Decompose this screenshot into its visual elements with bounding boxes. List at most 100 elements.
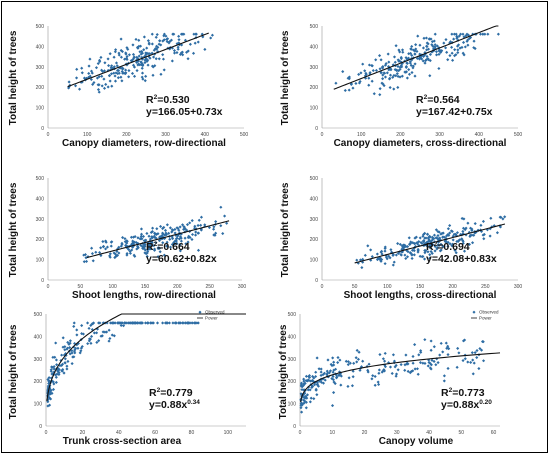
data-point — [416, 247, 420, 251]
x-tick-label: 200 — [396, 132, 405, 138]
data-point — [428, 74, 432, 78]
data-point — [80, 71, 84, 75]
fit-line — [46, 313, 246, 402]
data-point — [378, 353, 382, 357]
data-point — [107, 339, 111, 343]
data-point — [378, 93, 382, 97]
data-point — [177, 38, 181, 42]
y-tick-label: 100 — [310, 258, 319, 264]
data-point — [114, 48, 118, 52]
x-tick-label: 0 — [299, 430, 302, 436]
x-tick-label: 150 — [416, 284, 425, 290]
data-point — [306, 388, 310, 392]
y-tick-label: 200 — [310, 85, 319, 91]
data-point — [53, 355, 57, 359]
data-point — [379, 58, 383, 62]
data-point — [113, 79, 118, 83]
data-point — [336, 355, 340, 360]
data-point — [170, 242, 174, 246]
y-tick-label: 500 — [36, 176, 45, 182]
data-point — [360, 266, 364, 270]
data-point — [412, 253, 416, 257]
data-point — [161, 57, 165, 61]
data-point — [131, 52, 136, 57]
data-point — [396, 74, 400, 78]
data-point — [100, 84, 104, 88]
data-point — [471, 358, 475, 362]
data-point — [194, 32, 198, 36]
data-point — [106, 57, 110, 61]
data-point — [482, 237, 486, 241]
x-tick-label: 0 — [321, 132, 324, 138]
data-point — [87, 64, 91, 68]
data-point — [84, 259, 89, 263]
data-point — [378, 67, 382, 71]
data-point — [407, 68, 411, 72]
data-point — [414, 43, 418, 47]
y-tick-label: 500 — [310, 24, 319, 30]
data-point — [451, 58, 455, 62]
data-point — [190, 219, 194, 223]
data-point — [77, 87, 82, 91]
data-point — [119, 37, 123, 41]
chart-svg: 0 50 100 150 200 250 300 0 100 200 300 400 500 R2=0.6… — [8, 176, 246, 301]
data-point — [450, 45, 454, 49]
data-point — [456, 51, 460, 55]
data-point — [433, 244, 437, 249]
legend-marker-observed — [472, 310, 476, 314]
data-point — [377, 371, 381, 375]
data-point — [140, 66, 144, 70]
data-point — [95, 331, 99, 335]
data-point — [185, 223, 190, 227]
data-point — [90, 246, 94, 250]
data-point — [347, 376, 351, 380]
data-point — [55, 363, 59, 367]
data-point — [177, 34, 181, 38]
x-axis-label: Canopy volume — [379, 436, 454, 447]
data-point — [371, 68, 375, 73]
chart-panel-canopy-volume: 0 10 20 30 40 50 60 0 100 200 300 400 500 R2=0.773 y=0… — [276, 306, 546, 452]
y-tick-label: 500 — [36, 24, 45, 30]
data-point — [418, 361, 423, 365]
data-point — [108, 336, 112, 341]
data-point — [162, 253, 166, 257]
x-tick-label: 0 — [47, 284, 50, 290]
data-point — [392, 260, 396, 264]
data-point — [450, 51, 454, 55]
data-point — [203, 223, 207, 227]
data-point — [183, 236, 187, 240]
data-point — [448, 54, 452, 58]
data-point — [470, 351, 474, 355]
data-point — [373, 374, 377, 379]
data-point — [163, 233, 167, 237]
y-axis-label: Total height of trees — [8, 324, 19, 419]
data-point — [429, 348, 433, 352]
data-point — [407, 72, 412, 76]
x-tick-label: 100 — [108, 284, 117, 290]
data-point — [366, 244, 370, 248]
data-point — [117, 53, 121, 57]
data-point — [478, 32, 483, 36]
data-point — [481, 219, 485, 223]
data-point — [355, 258, 359, 262]
data-point — [119, 244, 123, 248]
data-point — [139, 227, 144, 231]
data-point — [158, 39, 162, 43]
data-point — [109, 244, 113, 248]
data-point — [88, 74, 92, 78]
x-tick-label: 50 — [78, 284, 84, 290]
data-point — [155, 33, 159, 37]
data-point — [383, 75, 388, 79]
data-point — [107, 64, 111, 68]
data-point — [387, 60, 391, 64]
data-point — [428, 52, 432, 57]
data-point — [479, 223, 483, 227]
data-point — [446, 366, 450, 371]
data-point — [106, 85, 110, 89]
data-point — [119, 75, 123, 79]
x-axis-label: Canopy diameters, cross-directional — [334, 138, 507, 149]
data-point — [463, 45, 467, 49]
x-axis-label: Canopy diameters, row-directional — [62, 138, 226, 149]
data-point — [461, 358, 465, 363]
y-tick-label: 400 — [34, 334, 43, 340]
